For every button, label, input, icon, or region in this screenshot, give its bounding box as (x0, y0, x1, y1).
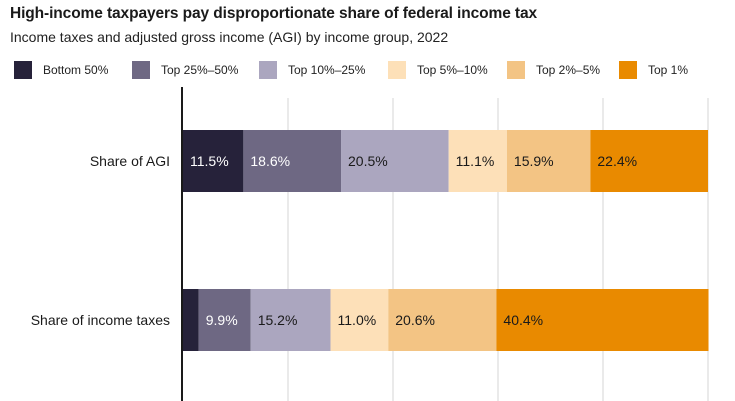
data-label: 11.0% (338, 312, 377, 328)
legend-swatch (14, 61, 32, 79)
data-label: 15.2% (258, 312, 298, 328)
category-label: Share of income taxes (31, 312, 170, 328)
legend-swatch (507, 61, 525, 79)
bar-segment (243, 130, 342, 192)
bar-segment (198, 289, 251, 351)
category-label: Share of AGI (90, 153, 170, 169)
bar-segment (388, 289, 497, 351)
bar-segment (496, 289, 709, 351)
legend-swatch (619, 61, 637, 79)
bar-segment (330, 289, 389, 351)
bar-segment (183, 130, 244, 192)
legend-label: Bottom 50% (43, 63, 109, 77)
bar-segment (590, 130, 708, 192)
data-label: 40.4% (503, 312, 543, 328)
legend-label: Top 25%–50% (161, 63, 239, 77)
bar-segment (506, 130, 591, 192)
legend-swatch (388, 61, 406, 79)
bar-segment (448, 130, 507, 192)
legend-label: Top 10%–25% (288, 63, 366, 77)
legend-label: Top 2%–5% (536, 63, 601, 77)
chart-title: High-income taxpayers pay disproportiona… (10, 5, 538, 22)
legend-label: Top 1% (648, 63, 689, 77)
legend-swatch (132, 61, 150, 79)
bar-segment (341, 130, 449, 192)
data-label: 22.4% (597, 153, 637, 169)
legend-label: Top 5%–10% (417, 63, 488, 77)
data-label: 11.5% (190, 153, 229, 169)
data-label: 18.6% (250, 153, 290, 169)
data-label: 9.9% (206, 312, 238, 328)
data-label: 15.9% (514, 153, 554, 169)
data-label: 20.5% (348, 153, 388, 169)
data-label: 20.6% (395, 312, 435, 328)
chart-subtitle: Income taxes and adjusted gross income (… (10, 29, 449, 45)
legend-swatch (259, 61, 277, 79)
data-label: 11.1% (456, 153, 495, 169)
bar-segment (183, 289, 199, 351)
bar-segment (250, 289, 331, 351)
